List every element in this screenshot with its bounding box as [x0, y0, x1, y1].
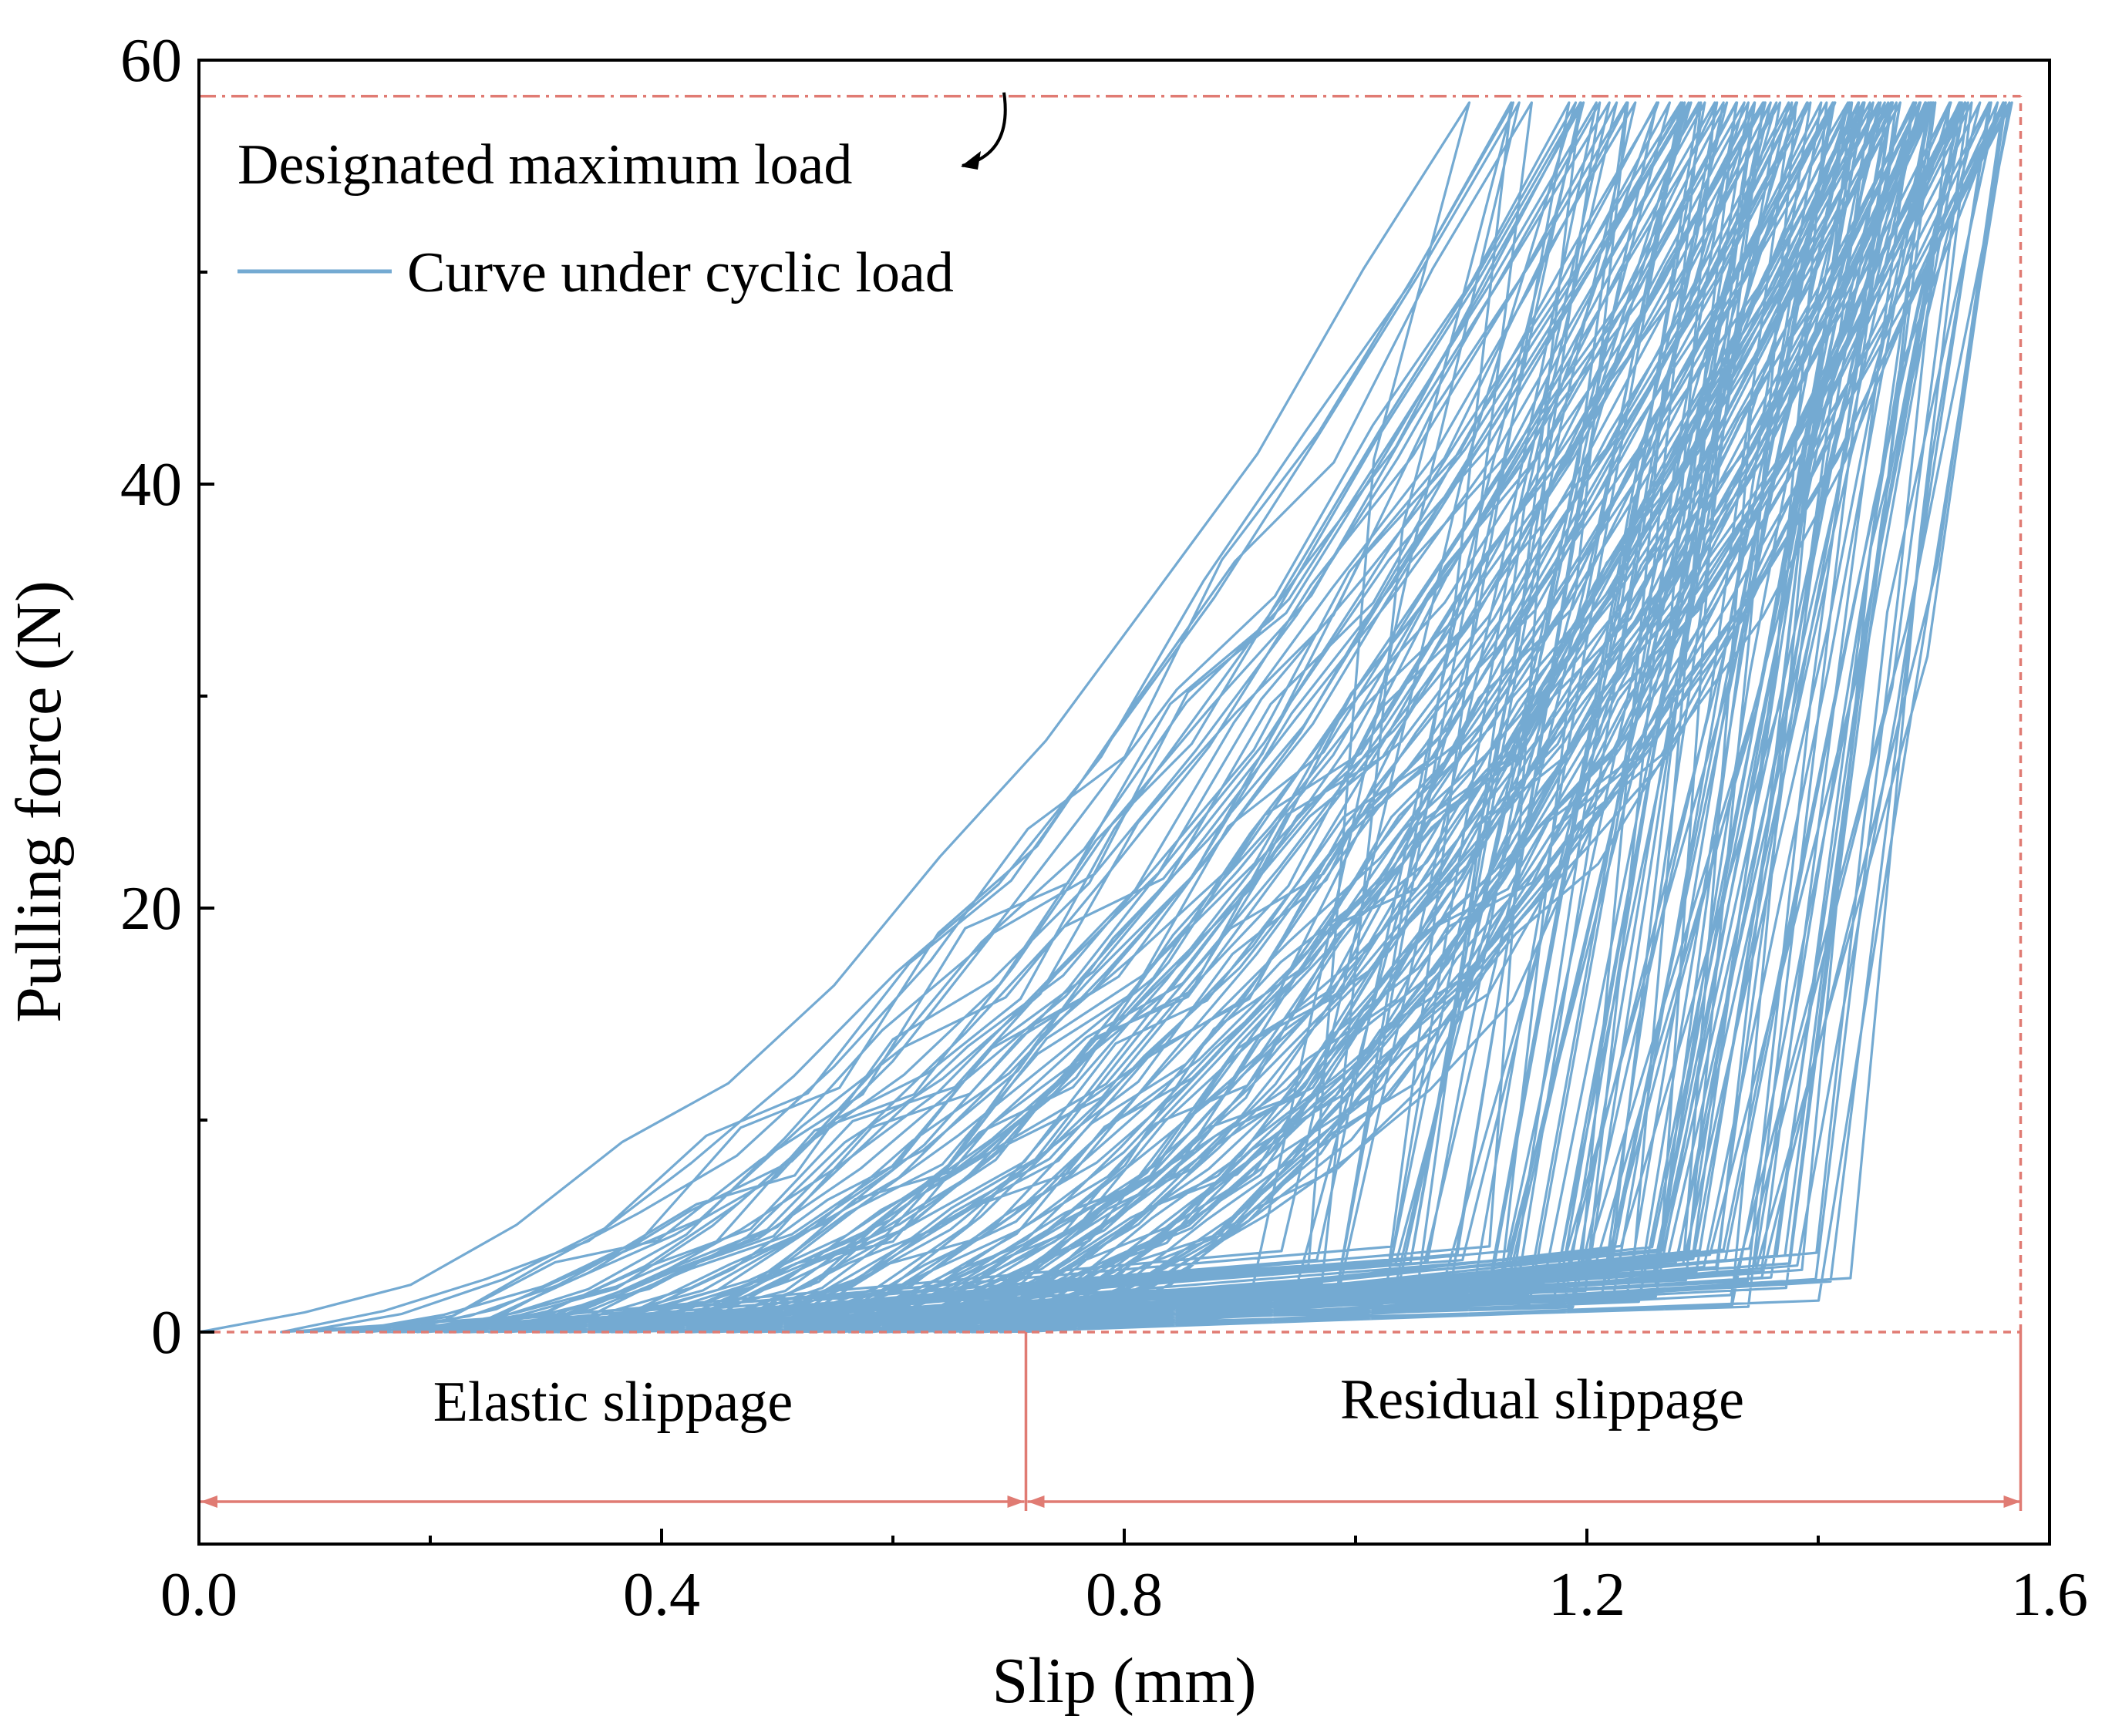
x-tick-label: 1.6	[2011, 1561, 2088, 1629]
elastic-slippage-label: Elastic slippage	[433, 1371, 793, 1434]
y-tick-label: 20	[120, 875, 182, 943]
legend: Designated maximum load Curve under cycl…	[237, 92, 1007, 304]
residual-arrow-head-right	[2003, 1495, 2021, 1508]
legend-max-load-arrow	[962, 92, 1007, 167]
y-tick-label: 40	[120, 451, 182, 519]
residual-slippage-label: Residual slippage	[1340, 1368, 1744, 1432]
residual-arrow-head-left	[1027, 1495, 1045, 1508]
y-tick-label: 0	[151, 1299, 182, 1367]
reference-lines	[199, 95, 2023, 1511]
legend-max-load-label: Designated maximum load	[237, 133, 852, 197]
elastic-arrow-head-right	[1007, 1495, 1025, 1508]
elastic-arrow-head-left	[200, 1495, 217, 1508]
x-tick-label: 0.4	[623, 1561, 700, 1629]
cyclic-load-curve	[199, 101, 2013, 1334]
cyclic-load-line	[199, 101, 2013, 1334]
ticks: 0.0 0.4 0.8 1.2 1.6 0 20 40 60	[120, 27, 2088, 1629]
x-axis-title: Slip (mm)	[992, 1645, 1256, 1717]
legend-curve-label: Curve under cyclic load	[407, 241, 954, 304]
legend-max-load-arrowhead	[961, 151, 981, 170]
x-tick-label: 1.2	[1548, 1561, 1625, 1629]
y-tick-label: 60	[120, 27, 182, 95]
y-axis-title: Pulling force (N)	[3, 580, 75, 1023]
x-tick-label: 0.0	[160, 1561, 237, 1629]
x-tick-label: 0.8	[1086, 1561, 1163, 1629]
